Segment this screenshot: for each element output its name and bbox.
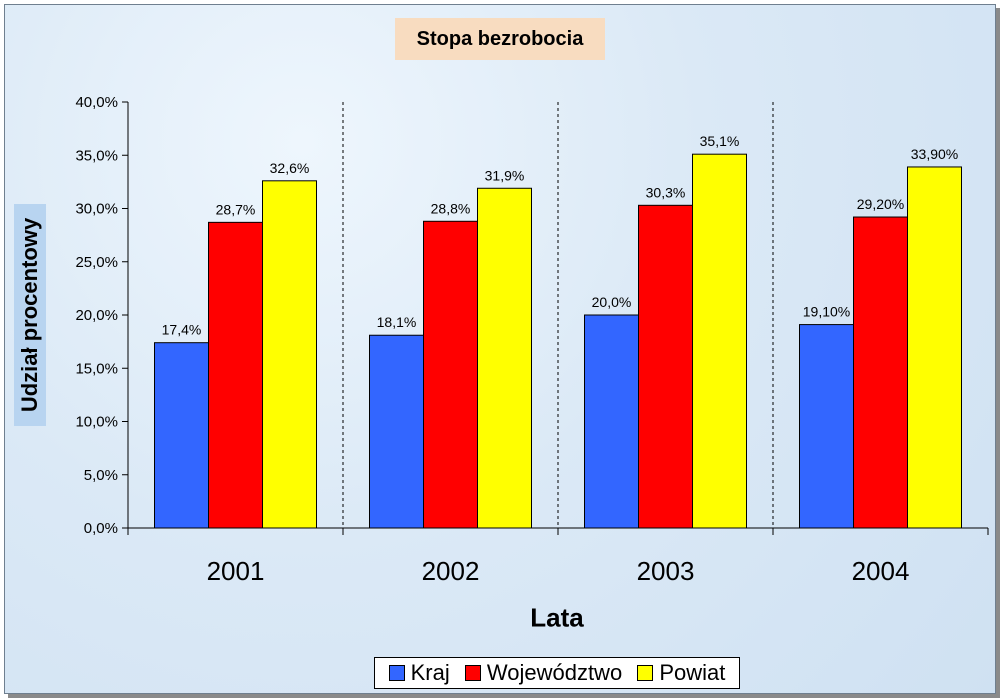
y-tick-label: 15,0%	[75, 360, 118, 377]
bar	[262, 180, 317, 529]
x-tick-label: 2001	[207, 556, 265, 586]
chart-title: Stopa bezrobocia	[395, 18, 605, 60]
y-axis-label-box	[14, 204, 46, 426]
legend-item-kraj: Kraj	[388, 660, 450, 686]
x-tick-label: 2002	[422, 556, 480, 586]
y-tick-label: 30,0%	[75, 201, 118, 218]
bar	[907, 166, 962, 529]
data-label: 19,10%	[803, 304, 850, 320]
legend-swatch-kraj	[388, 665, 405, 681]
bar	[692, 153, 747, 529]
y-tick-label: 0,0%	[84, 520, 118, 537]
legend-item-wojewodztwo: Województwo	[464, 660, 623, 686]
bar	[799, 324, 854, 529]
bar	[638, 204, 693, 529]
y-tick-label: 5,0%	[84, 467, 118, 484]
bar	[423, 220, 478, 529]
data-label: 30,3%	[646, 184, 686, 200]
y-tick-label: 25,0%	[75, 254, 118, 271]
bar	[584, 314, 639, 529]
data-label: 31,9%	[485, 167, 525, 183]
chart-title-text: Stopa bezrobocia	[416, 27, 584, 50]
data-label: 32,6%	[270, 160, 310, 176]
bar	[154, 342, 209, 529]
data-label: 35,1%	[700, 133, 740, 149]
legend-label-kraj: Kraj	[410, 660, 450, 685]
data-label: 20,0%	[592, 294, 632, 310]
legend-swatch-wojewodztwo	[464, 665, 481, 681]
data-label: 29,20%	[857, 196, 904, 212]
legend-label-powiat: Powiat	[659, 660, 726, 685]
y-tick-label: 40,0%	[75, 94, 118, 111]
data-label: 28,7%	[216, 201, 256, 217]
legend-item-powiat: Powiat	[637, 660, 725, 686]
y-tick-label: 35,0%	[75, 147, 118, 164]
bar	[853, 216, 908, 529]
x-tick-label: 2003	[637, 556, 695, 586]
bar	[369, 334, 424, 529]
legend: Kraj Województwo Powiat	[374, 657, 740, 689]
data-label: 17,4%	[162, 322, 202, 338]
y-tick-label: 20,0%	[75, 307, 118, 324]
legend-swatch-powiat	[637, 665, 654, 681]
data-label: 33,90%	[911, 146, 958, 162]
data-label: 18,1%	[377, 314, 417, 330]
bar	[477, 187, 532, 529]
bar	[208, 221, 263, 529]
legend-label-wojewodztwo: Województwo	[486, 660, 623, 685]
x-tick-label: 2004	[852, 556, 910, 586]
y-tick-label: 10,0%	[75, 414, 118, 431]
data-label: 28,8%	[431, 200, 471, 216]
x-axis-label: Lata	[530, 602, 584, 633]
